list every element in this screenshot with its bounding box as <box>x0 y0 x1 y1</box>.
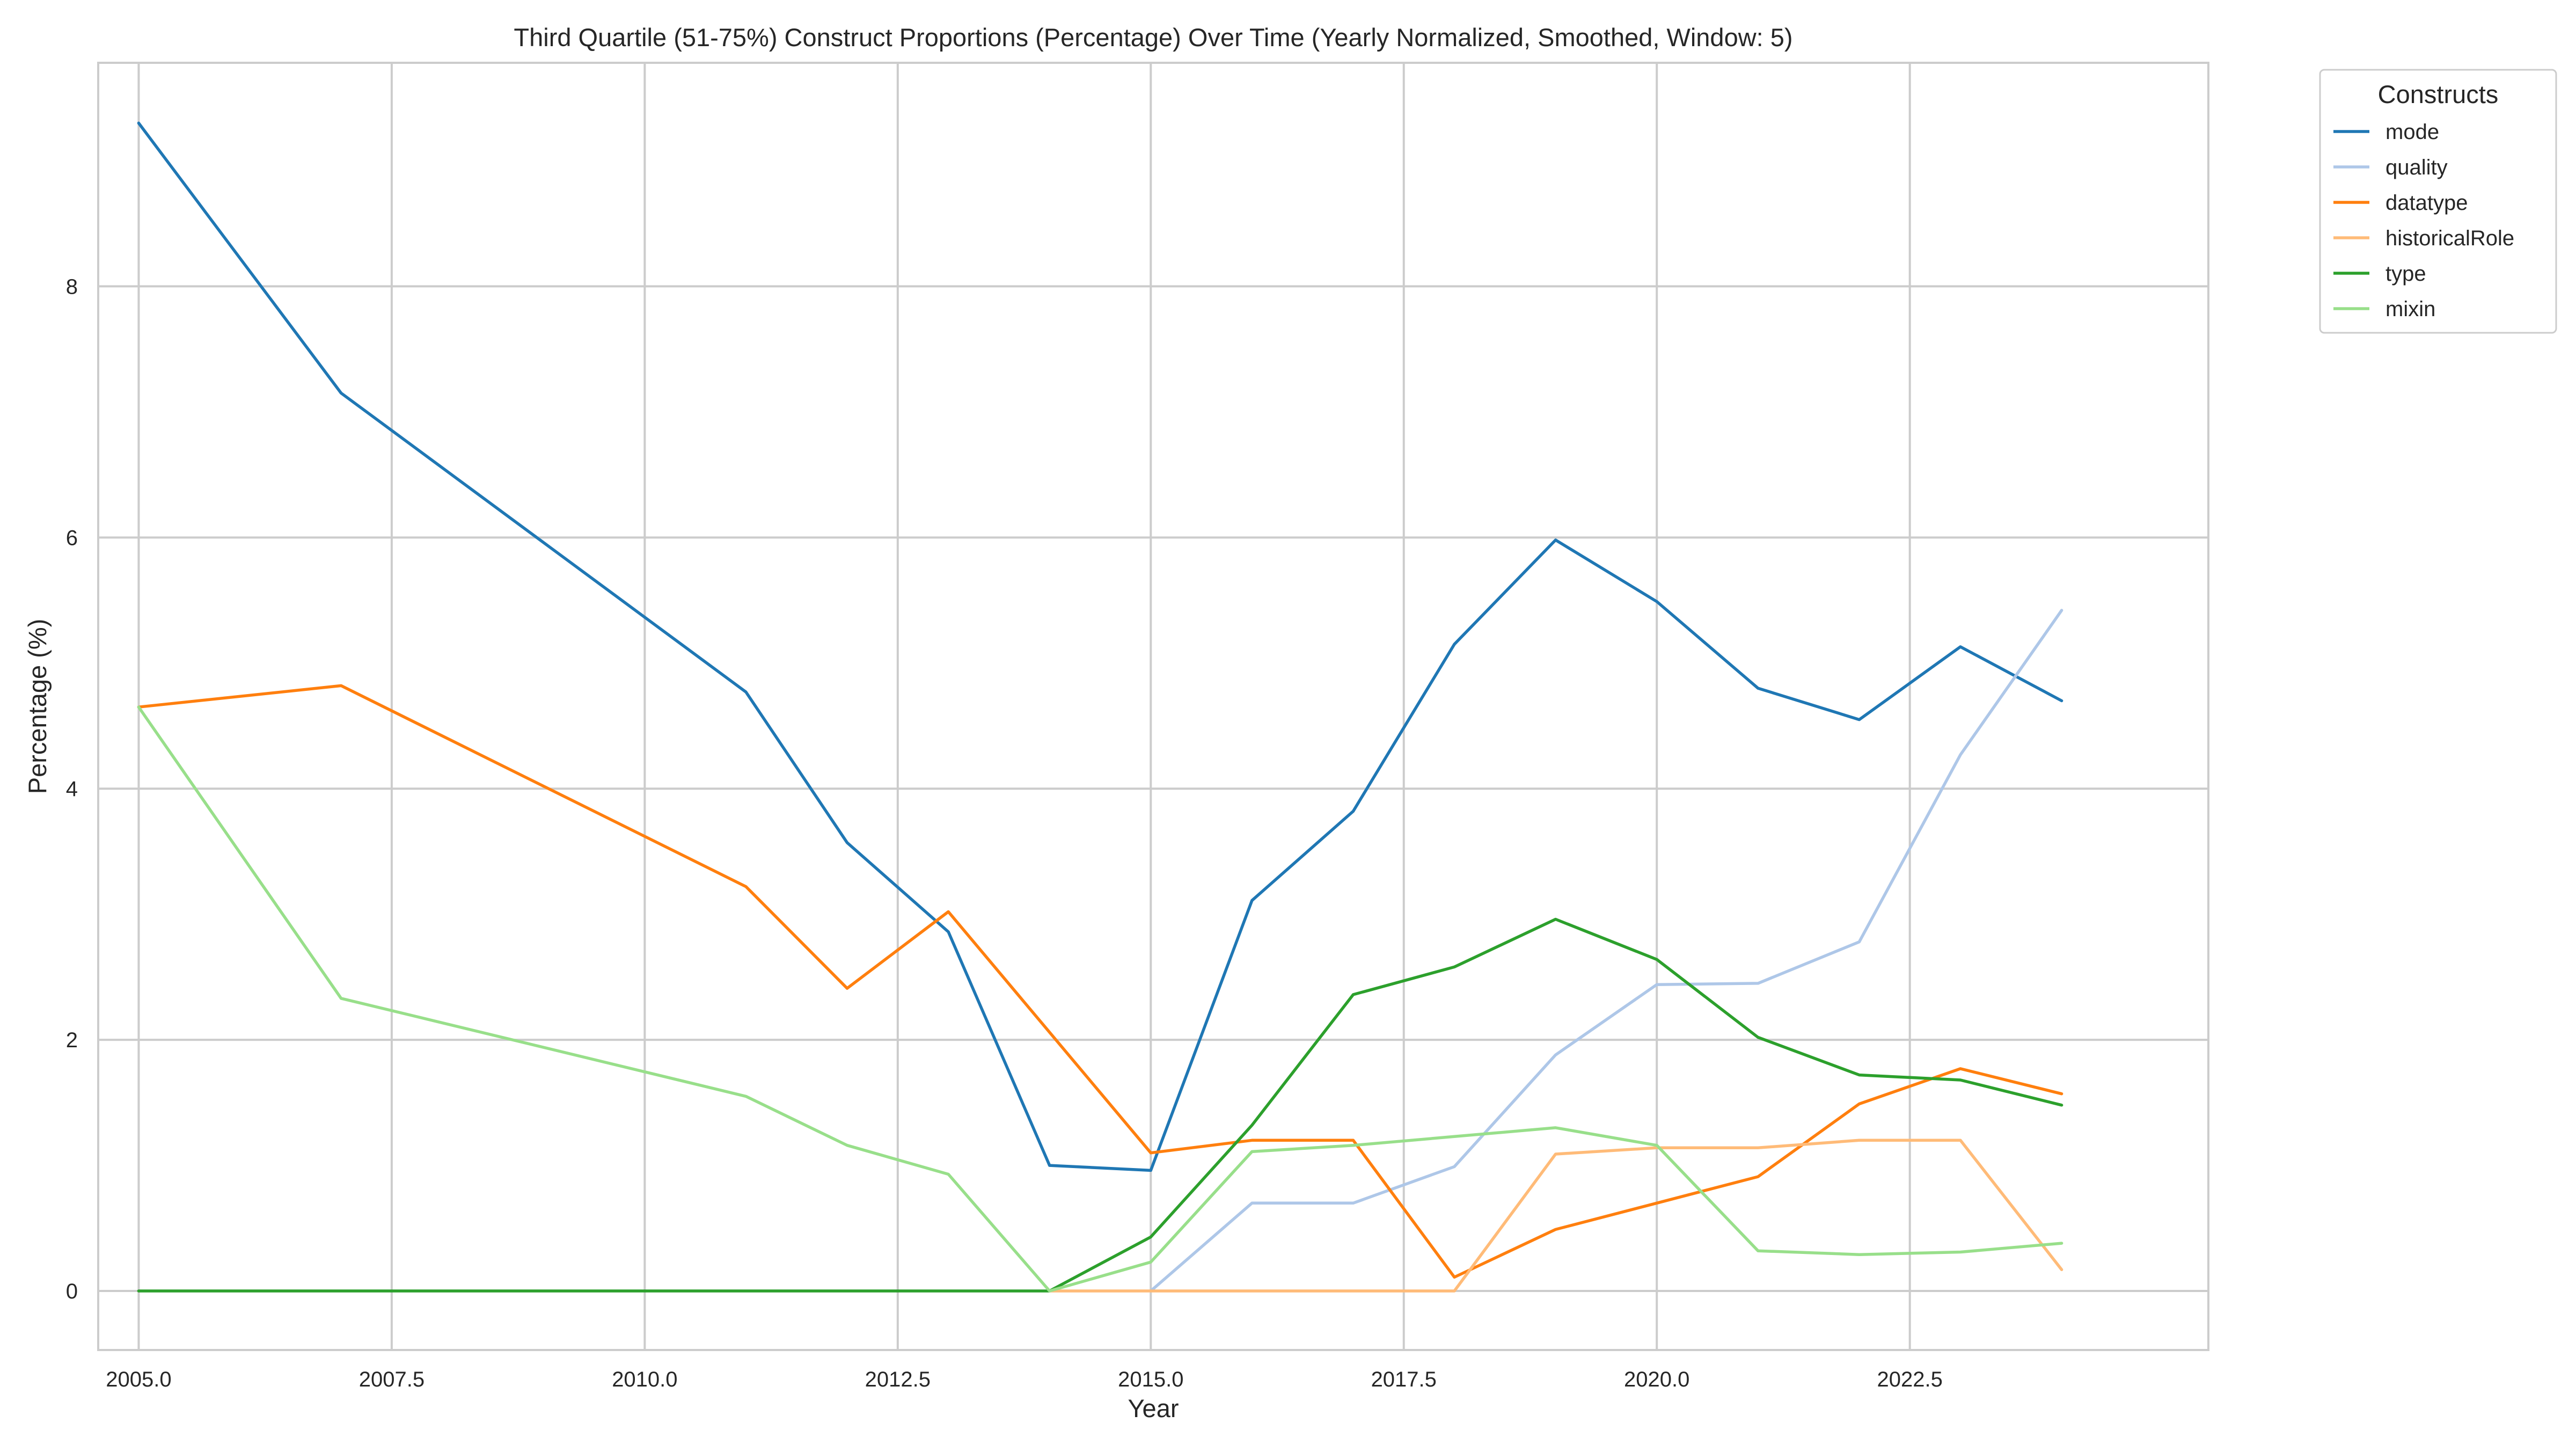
tick-labels: 2005.0 2007.5 2010.0 2012.5 2015.0 2017.5 2020… <box>66 275 1943 1391</box>
series-line-mixin <box>137 705 2063 1293</box>
x-tick-label: 2005.0 <box>106 1368 171 1391</box>
series-line-type <box>137 917 2063 1293</box>
series-line-mode <box>137 121 2063 1172</box>
plot-area-frame <box>97 62 2209 1351</box>
chart-title: Third Quartile (51-75%) Construct Propor… <box>514 23 1792 52</box>
x-tick-label: 2015.0 <box>1118 1368 1183 1391</box>
legend-title: Constructs <box>2378 80 2499 108</box>
x-tick-label: 2017.5 <box>1371 1368 1437 1391</box>
legend: Constructs mode quality datatype historical… <box>2319 69 2557 334</box>
x-tick-label: 2022.5 <box>1877 1368 1943 1391</box>
y-tick-label: 6 <box>66 526 78 550</box>
series-line-quality <box>1149 609 2063 1293</box>
legend-box <box>2319 69 2557 334</box>
x-tick-label: 2007.5 <box>359 1368 425 1391</box>
legend-label-type: type <box>2385 262 2426 286</box>
series-line-datatype <box>137 684 2063 1279</box>
legend-label-mixin: mixin <box>2385 297 2435 321</box>
x-axis-label: Year <box>1128 1394 1179 1422</box>
legend-label-quality: quality <box>2385 156 2448 179</box>
x-tick-label: 2020.0 <box>1624 1368 1689 1391</box>
series-lines <box>137 121 2063 1293</box>
y-tick-label: 4 <box>66 777 78 801</box>
y-tick-label: 8 <box>66 275 78 298</box>
x-tick-label: 2010.0 <box>612 1368 677 1391</box>
y-tick-label: 2 <box>66 1028 78 1052</box>
legend-items: mode quality datatype historicalRole type mix… <box>2333 120 2514 321</box>
legend-label-mode: mode <box>2385 120 2439 144</box>
legend-label-datatype: datatype <box>2385 191 2468 215</box>
x-tick-label: 2012.5 <box>865 1368 931 1391</box>
y-axis-label: Percentage (%) <box>23 619 52 794</box>
legend-label-historicalRole: historicalRole <box>2385 227 2514 250</box>
y-tick-label: 0 <box>66 1280 78 1303</box>
series-line-historicalRole <box>1048 1139 2063 1293</box>
